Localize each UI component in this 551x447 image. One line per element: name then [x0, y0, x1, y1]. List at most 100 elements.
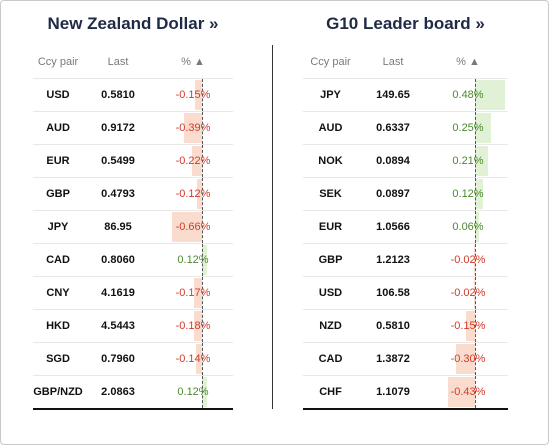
nzd-table-body: USD 0.5810 -0.15% AUD 0.9172 -0.39% EUR 0.5499 -…	[33, 78, 233, 410]
last-price-cell: 2.0863	[83, 375, 153, 410]
pct-change-value: 0.21%	[452, 155, 484, 167]
pct-change-cell: 0.12%	[153, 243, 233, 277]
negative-change-bar	[192, 146, 202, 176]
ccy-pair-cell[interactable]: GBP	[303, 243, 358, 277]
g10-title-link[interactable]: G10 Leader board »	[326, 14, 485, 33]
table-row[interactable]: CAD 0.8060 0.12%	[33, 243, 233, 277]
pct-change-value: 0.12%	[452, 188, 484, 200]
pct-change-value: -0.14%	[175, 353, 211, 365]
table-row[interactable]: AUD 0.6337 0.25%	[303, 111, 508, 145]
zero-line	[202, 112, 203, 144]
ccy-pair-cell[interactable]: USD	[33, 78, 83, 112]
ccy-pair-cell[interactable]: GBP/NZD	[33, 375, 83, 410]
pct-change-value: -0.15%	[175, 89, 211, 101]
header-ccy-pair[interactable]: Ccy pair	[37, 55, 79, 68]
table-row[interactable]: GBP 0.4793 -0.12%	[33, 177, 233, 211]
ccy-pair-cell[interactable]: NOK	[303, 144, 358, 178]
ccy-pair-cell[interactable]: CAD	[33, 243, 83, 277]
ccy-pair-cell[interactable]: EUR	[33, 144, 83, 178]
zero-line	[475, 343, 476, 375]
ccy-pair-cell[interactable]: HKD	[33, 309, 83, 343]
table-row[interactable]: SEK 0.0897 0.12%	[303, 177, 508, 211]
pct-change-cell: -0.12%	[153, 177, 233, 211]
header-last[interactable]: Last	[107, 55, 129, 68]
table-row[interactable]: GBP 1.2123 -0.02%	[303, 243, 508, 277]
table-row[interactable]: AUD 0.9172 -0.39%	[33, 111, 233, 145]
last-price-cell: 106.58	[358, 276, 428, 310]
table-row[interactable]: JPY 86.95 -0.66%	[33, 210, 233, 244]
table-row[interactable]: CNY 4.1619 -0.17%	[33, 276, 233, 310]
last-price-cell: 0.4793	[83, 177, 153, 211]
header-pct[interactable]: % ▲	[181, 55, 205, 68]
last-price-cell: 1.2123	[358, 243, 428, 277]
ccy-pair-cell[interactable]: USD	[303, 276, 358, 310]
positive-change-bar	[202, 245, 208, 275]
table-row[interactable]: HKD 4.5443 -0.18%	[33, 309, 233, 343]
pct-change-value: 0.48%	[452, 89, 484, 101]
pct-change-value: 0.12%	[177, 254, 209, 266]
ccy-pair-cell[interactable]: CHF	[303, 375, 358, 410]
ccy-pair-cell[interactable]: SGD	[33, 342, 83, 376]
last-price-cell: 149.65	[358, 78, 428, 112]
negative-change-bar	[184, 113, 202, 143]
panel-divider	[272, 45, 273, 409]
ccy-pair-cell[interactable]: NZD	[303, 309, 358, 343]
pct-change-cell: -0.14%	[153, 342, 233, 376]
table-row[interactable]: CHF 1.1079 -0.43%	[303, 375, 508, 410]
zero-line	[475, 79, 476, 111]
ccy-pair-cell[interactable]: CNY	[33, 276, 83, 310]
table-row[interactable]: SGD 0.7960 -0.14%	[33, 342, 233, 376]
pct-change-cell: 0.48%	[428, 78, 508, 112]
table-row[interactable]: USD 106.58 -0.02%	[303, 276, 508, 310]
last-price-cell: 0.0894	[358, 144, 428, 178]
table-row[interactable]: JPY 149.65 0.48%	[303, 78, 508, 112]
pct-change-cell: -0.30%	[428, 342, 508, 376]
table-row[interactable]: CAD 1.3872 -0.30%	[303, 342, 508, 376]
negative-change-bar	[456, 344, 475, 374]
pct-change-value: -0.66%	[175, 221, 211, 233]
ccy-pair-cell[interactable]: JPY	[33, 210, 83, 244]
table-row[interactable]: USD 0.5810 -0.15%	[33, 78, 233, 112]
table-row[interactable]: GBP/NZD 2.0863 0.12%	[33, 375, 233, 410]
last-price-cell: 4.5443	[83, 309, 153, 343]
positive-change-bar	[202, 377, 208, 407]
pct-change-value: -0.39%	[175, 122, 211, 134]
zero-line	[202, 178, 203, 210]
ccy-pair-cell[interactable]: CAD	[303, 342, 358, 376]
header-ccy-pair[interactable]: Ccy pair	[310, 55, 351, 68]
pct-change-cell: 0.06%	[428, 210, 508, 244]
last-price-cell: 0.0897	[358, 177, 428, 211]
g10-table: Ccy pair Last % ▲ JPY 149.65 0.48% AUD 0.633…	[303, 45, 508, 410]
pct-change-cell: -0.17%	[153, 276, 233, 310]
pct-change-cell: 0.12%	[153, 375, 233, 410]
last-price-cell: 1.0566	[358, 210, 428, 244]
pct-change-cell: 0.21%	[428, 144, 508, 178]
pct-change-value: -0.43%	[450, 386, 486, 398]
ccy-pair-cell[interactable]: EUR	[303, 210, 358, 244]
table-row[interactable]: NOK 0.0894 0.21%	[303, 144, 508, 178]
zero-line	[202, 343, 203, 375]
positive-change-bar	[475, 212, 479, 242]
negative-change-bar	[473, 245, 475, 275]
pct-change-cell: -0.15%	[153, 78, 233, 112]
ccy-pair-cell[interactable]: AUD	[33, 111, 83, 145]
header-last[interactable]: Last	[382, 55, 404, 68]
table-row[interactable]: EUR 0.5499 -0.22%	[33, 144, 233, 178]
ccy-pair-cell[interactable]: AUD	[303, 111, 358, 145]
table-row[interactable]: EUR 1.0566 0.06%	[303, 210, 508, 244]
zero-line	[475, 211, 476, 243]
ccy-pair-cell[interactable]: JPY	[303, 78, 358, 112]
table-row[interactable]: NZD 0.5810 -0.15%	[303, 309, 508, 343]
pct-change-cell: -0.18%	[153, 309, 233, 343]
zero-line	[475, 178, 476, 210]
zero-line	[475, 112, 476, 144]
negative-change-bar	[193, 311, 202, 341]
pct-change-value: -0.15%	[450, 320, 486, 332]
zero-line	[202, 310, 203, 342]
ccy-pair-cell[interactable]: GBP	[33, 177, 83, 211]
negative-change-bar	[194, 278, 202, 308]
ccy-pair-cell[interactable]: SEK	[303, 177, 358, 211]
header-pct[interactable]: % ▲	[456, 55, 480, 68]
nzd-title-link[interactable]: New Zealand Dollar »	[47, 14, 219, 33]
